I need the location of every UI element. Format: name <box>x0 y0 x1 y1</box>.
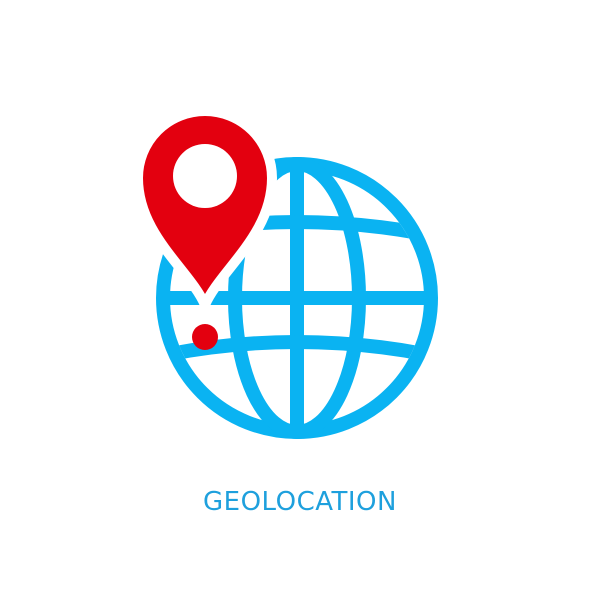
caption-label: GEOLOCATION <box>203 487 397 517</box>
globe-icon <box>156 157 438 439</box>
map-pin-icon <box>133 106 277 310</box>
location-dot-icon <box>192 324 218 350</box>
